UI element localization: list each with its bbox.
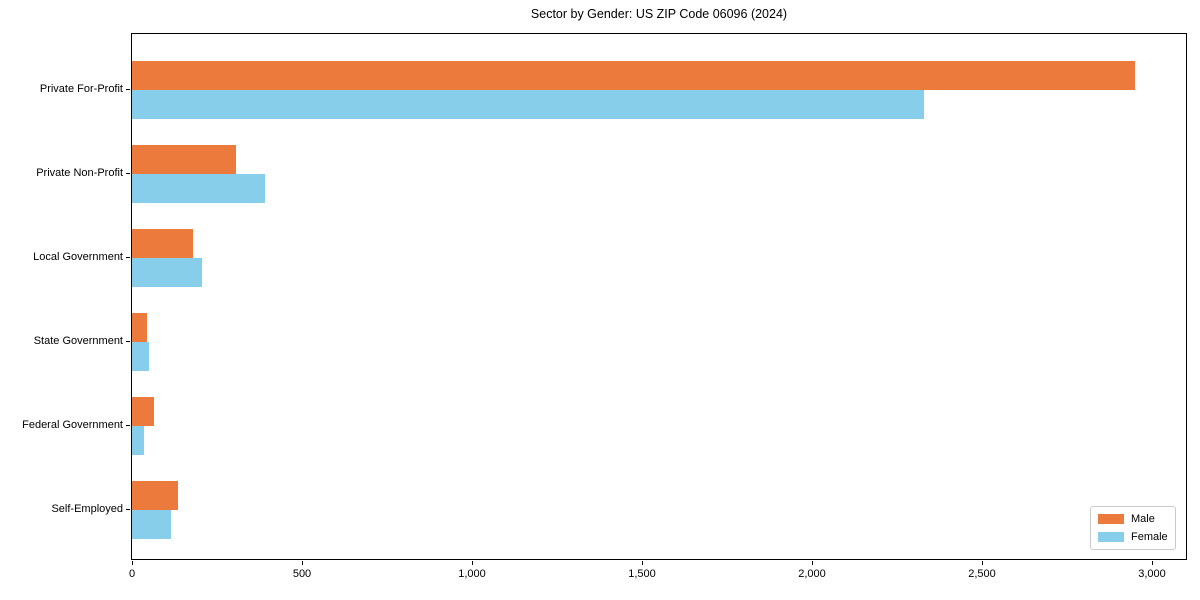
legend-item-male: Male xyxy=(1098,512,1168,526)
bar-male-private-for-profit xyxy=(132,60,1135,90)
bar-female-private-for-profit xyxy=(132,89,925,119)
xtick-label-3000: 3,000 xyxy=(1138,568,1166,580)
bar-male-self-employed xyxy=(132,480,178,510)
bar-male-local-government xyxy=(132,228,194,258)
legend-swatch-female xyxy=(1098,532,1124,542)
ytick-label-state-government: State Government xyxy=(33,334,123,347)
bar-male-federal-government xyxy=(132,396,155,426)
bar-female-local-government xyxy=(132,257,202,287)
xtick-label-0: 0 xyxy=(128,568,136,580)
bar-male-private-non-profit xyxy=(132,144,236,174)
xtick-label-1000: 1,000 xyxy=(458,568,486,580)
ytick-mark xyxy=(126,256,130,258)
ytick-label-local-government: Local Government xyxy=(33,250,123,263)
xtick-label-2000: 2,000 xyxy=(798,568,826,580)
legend-item-female: Female xyxy=(1098,530,1168,544)
ytick-mark xyxy=(126,340,130,342)
bar-female-state-government xyxy=(132,341,149,371)
legend-swatch-male xyxy=(1098,514,1124,524)
ytick-mark xyxy=(126,88,130,90)
ytick-mark xyxy=(126,508,130,510)
ytick-label-private-for-profit: Private For-Profit xyxy=(39,82,123,95)
xtick-mark xyxy=(642,561,643,565)
ytick-label-federal-government: Federal Government xyxy=(22,418,123,431)
xtick-label-500: 500 xyxy=(292,568,312,580)
xtick-mark xyxy=(472,561,473,565)
xtick-label-1500: 1,500 xyxy=(628,568,656,580)
ytick-label-private-non-profit: Private Non-Profit xyxy=(36,166,123,179)
xtick-mark xyxy=(812,561,813,565)
xtick-mark xyxy=(982,561,983,565)
legend: Male Female xyxy=(1090,506,1176,550)
legend-label-female: Female xyxy=(1131,531,1168,543)
bar-female-federal-government xyxy=(132,425,144,455)
xtick-label-2500: 2,500 xyxy=(968,568,996,580)
bar-female-private-non-profit xyxy=(132,173,265,203)
bar-male-state-government xyxy=(132,312,148,342)
ytick-mark xyxy=(126,424,130,426)
ytick-mark xyxy=(126,172,130,174)
xtick-mark xyxy=(302,561,303,565)
ytick-label-self-employed: Self-Employed xyxy=(51,502,123,515)
bar-female-self-employed xyxy=(132,509,172,539)
plot-area: 0 500 1,000 1,500 2,000 2,500 3,000 Male Femal… xyxy=(129,33,1187,580)
xtick-mark xyxy=(132,561,133,565)
chart-title: Sector by Gender: US ZIP Code 06096 (202… xyxy=(530,7,788,21)
xtick-mark xyxy=(1152,561,1153,565)
legend-label-male: Male xyxy=(1131,513,1155,525)
